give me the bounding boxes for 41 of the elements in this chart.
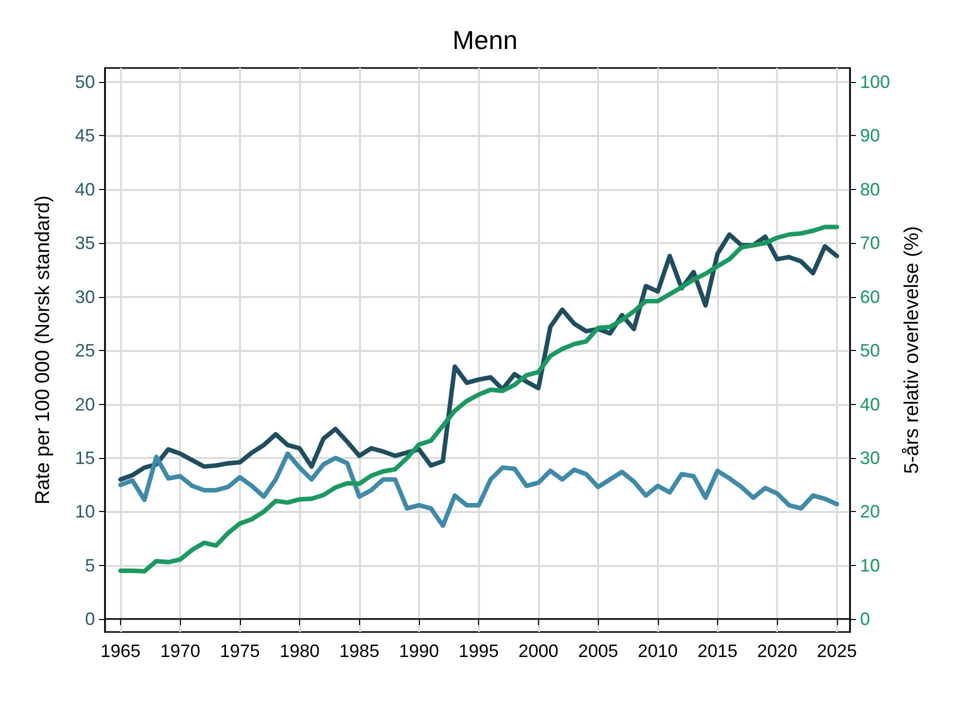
y2-tick-label: 20: [860, 502, 880, 522]
y2-tick-label: 40: [860, 394, 880, 414]
line-series: [118, 451, 840, 528]
y2-tick-label: 80: [860, 179, 880, 200]
y2-tick-label: 90: [860, 126, 880, 146]
y2-axis-title: 5-års relativ overlevelse (%): [901, 226, 923, 474]
y-tick-label: 5: [84, 555, 95, 576]
y-tick-label: 40: [74, 179, 95, 200]
y2-tick-label: 100: [860, 72, 890, 92]
y2-tick-label: 70: [860, 233, 880, 254]
x-tick-label: 2025: [816, 641, 857, 661]
y-tick-label: 35: [74, 233, 95, 254]
x-tick-label: 1990: [398, 641, 440, 661]
y-tick-label: 30: [74, 286, 95, 307]
line-series: [118, 232, 840, 482]
y2-tick-label: 10: [860, 555, 880, 576]
y-tick-label: 15: [74, 448, 95, 468]
y-tick-label: 50: [74, 72, 95, 92]
y-tick-label: 25: [74, 340, 95, 361]
x-tick-label: 2015: [697, 641, 738, 661]
x-tick-label: 2020: [757, 641, 798, 661]
x-tick-label: 1970: [160, 641, 200, 661]
y2-tick-label: 60: [860, 286, 880, 307]
x-tick-label: 1975: [220, 641, 260, 661]
x-tick-label: 2000: [518, 641, 558, 661]
x-tick-label: 1985: [339, 641, 380, 661]
y-tick-label: 0: [84, 609, 95, 630]
line-series: [118, 224, 840, 574]
y-tick-label: 10: [74, 502, 95, 522]
y-tick-label: 20: [74, 394, 95, 414]
x-tick-label: 1980: [280, 641, 320, 661]
y2-tick-label: 30: [860, 448, 880, 468]
x-tick-label: 2005: [578, 641, 618, 661]
y2-tick-label: 0: [860, 609, 870, 630]
chart-title: Menn: [452, 25, 518, 55]
x-tick-label: 1995: [458, 641, 499, 661]
y-axis-title: Rate per 100 000 (Norsk standard): [32, 195, 54, 505]
x-tick-label: 2010: [638, 641, 678, 661]
x-tick-label: 1965: [100, 641, 141, 661]
y-tick-label: 45: [74, 126, 95, 146]
y2-tick-label: 50: [860, 340, 880, 361]
